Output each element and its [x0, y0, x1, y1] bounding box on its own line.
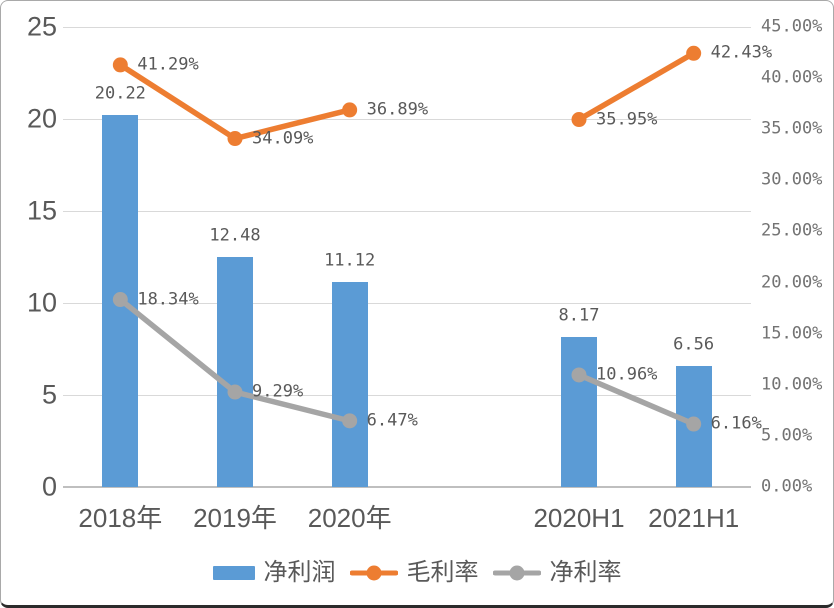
- gridline: [63, 119, 751, 120]
- y-axis-right-tick-label: 45.00%: [761, 16, 823, 37]
- bar-data-label: 11.12: [324, 250, 376, 271]
- bar-data-label: 20.22: [94, 83, 146, 104]
- legend-line-swatch-icon: [492, 565, 541, 581]
- legend-item-毛利率: 毛利率: [349, 559, 479, 586]
- line-净利率: [576, 372, 697, 427]
- legend-label: 净利率: [549, 559, 622, 586]
- x-axis-category-label: 2020H1: [533, 503, 625, 533]
- bar-净利润: [331, 282, 368, 487]
- point-data-label: 41.29%: [137, 54, 199, 75]
- bar-净利润: [561, 336, 597, 487]
- y-axis-left-tick-label: 0: [41, 471, 57, 502]
- legend-item-净利率: 净利率: [492, 559, 622, 586]
- gridline: [63, 27, 751, 28]
- point-data-label: 36.89%: [366, 99, 429, 120]
- point-marker-净利率: [342, 413, 358, 429]
- y-axis-right-tick-label: 5.00%: [761, 425, 813, 446]
- bar-data-label: 8.17: [558, 305, 600, 326]
- x-axis-category-label: 2020年: [307, 503, 392, 533]
- y-axis-right-tick-label: 10.00%: [761, 374, 823, 395]
- legend-item-净利润: 净利润: [212, 559, 336, 586]
- legend-label: 毛利率: [406, 559, 479, 586]
- point-marker-毛利率: [342, 102, 358, 118]
- point-marker-净利率: [227, 384, 243, 400]
- point-marker-净利率: [686, 416, 702, 432]
- y-axis-left-tick-label: 10: [26, 287, 57, 318]
- bar-data-label: 12.48: [209, 225, 261, 246]
- point-marker-毛利率: [227, 131, 243, 147]
- bar-净利润: [217, 257, 253, 487]
- legend-line-swatch-icon: [349, 565, 398, 581]
- point-marker-毛利率: [686, 45, 702, 61]
- point-data-label: 35.95%: [596, 109, 658, 129]
- y-axis-left-tick-label: 20: [26, 103, 57, 134]
- point-data-label: 6.16%: [710, 413, 762, 434]
- x-axis-category-label: 2021H1: [648, 503, 740, 533]
- point-data-label: 9.29%: [252, 381, 304, 402]
- y-axis-right-tick-label: 15.00%: [761, 323, 823, 344]
- x-axis-category-label: 2018年: [78, 503, 163, 533]
- y-axis-left-tick-label: 15: [26, 195, 57, 226]
- y-axis-right-tick-label: 25.00%: [761, 220, 823, 241]
- point-data-label: 10.96%: [596, 364, 658, 385]
- legend: 净利润 毛利率 净利率: [1, 553, 833, 593]
- y-axis-left-tick-label: 5: [41, 379, 57, 410]
- point-marker-净利率: [571, 367, 587, 383]
- point-marker-毛利率: [571, 112, 587, 128]
- y-axis-right-tick-label: 30.00%: [761, 169, 823, 190]
- y-axis-right-tick-label: 35.00%: [761, 118, 823, 139]
- y-axis-left-tick-label: 25: [26, 11, 57, 42]
- y-axis-right-tick-label: 0.00%: [761, 476, 813, 497]
- bar-data-label: 6.56: [673, 334, 715, 355]
- point-marker-毛利率: [112, 57, 128, 73]
- point-data-label: 18.34%: [137, 289, 199, 310]
- x-axis-line: [63, 486, 751, 488]
- point-marker-净利率: [112, 292, 128, 308]
- gridline: [63, 395, 751, 396]
- point-data-label: 42.43%: [710, 42, 773, 63]
- legend-label: 净利润: [263, 559, 336, 586]
- legend-bar-swatch-icon: [212, 566, 255, 580]
- y-axis-right-tick-label: 20.00%: [761, 272, 823, 293]
- point-data-label: 34.09%: [252, 128, 314, 149]
- x-axis-category-label: 2019年: [193, 503, 277, 533]
- gridline: [63, 303, 751, 304]
- line-毛利率: [576, 50, 697, 123]
- point-data-label: 6.47%: [366, 410, 418, 431]
- y-axis-right-tick-label: 40.00%: [761, 67, 823, 88]
- gridline: [63, 211, 751, 212]
